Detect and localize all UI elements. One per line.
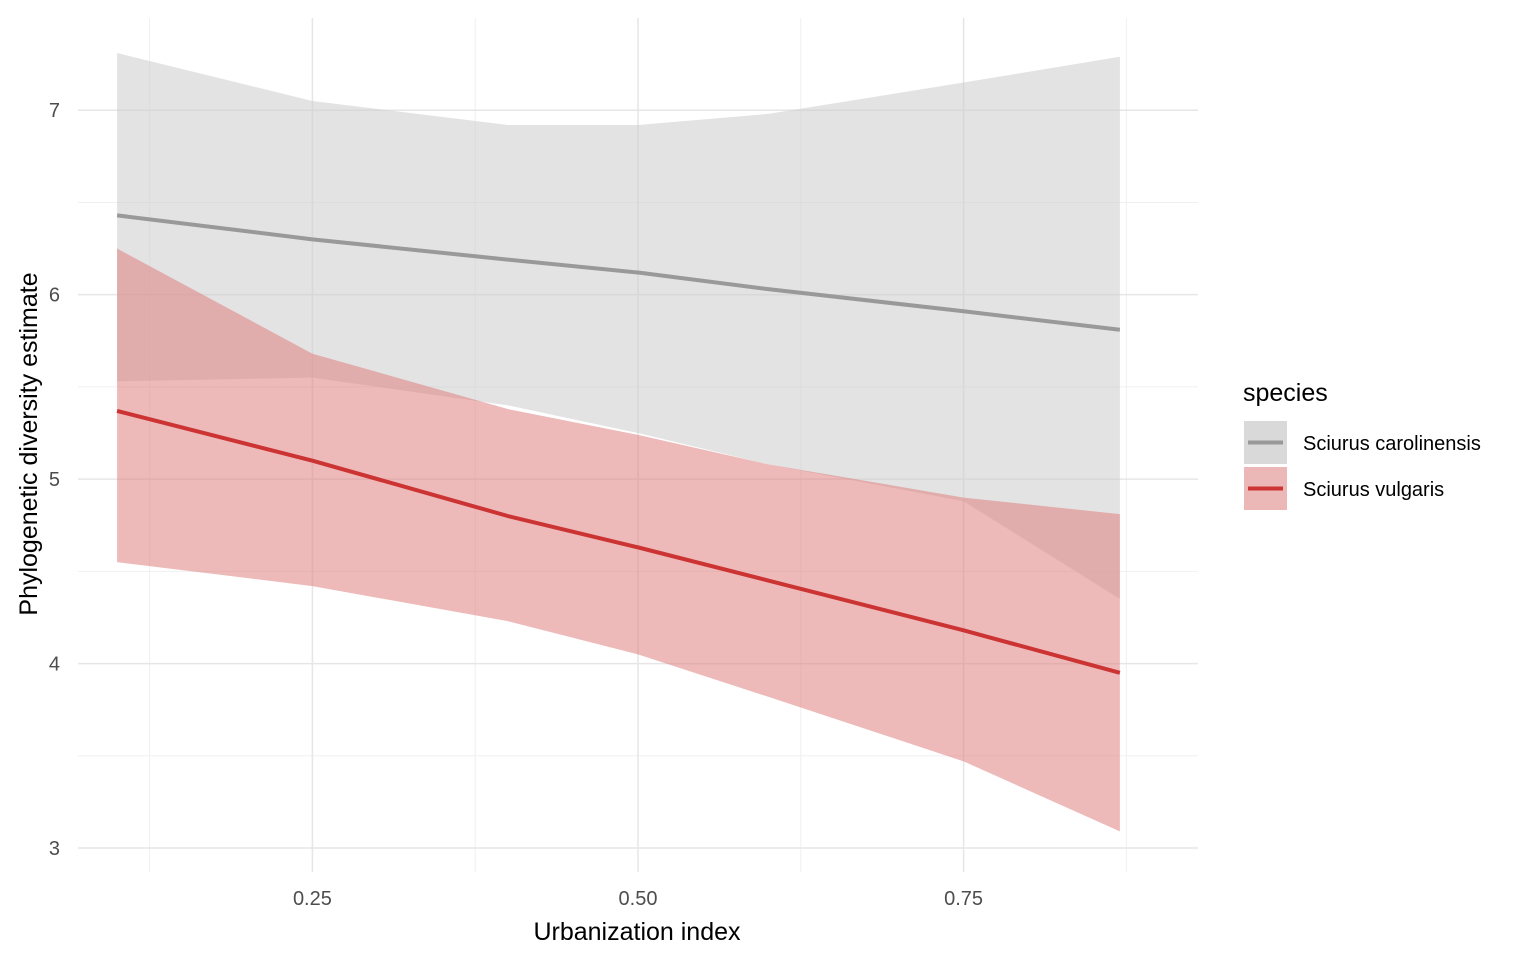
line-series-1 <box>116 408 1121 675</box>
y-tick-label: 4 <box>49 654 60 676</box>
y-tick-label: 3 <box>49 838 60 860</box>
x-axis-tick-labels: 0.25 0.50 0.75 <box>293 888 983 910</box>
y-tick-label: 5 <box>49 469 60 491</box>
y-axis-title: Phylogenetic diversity estimate <box>15 272 43 615</box>
legend: species Sciurus carolinensis Sciurus vul… <box>1243 379 1481 510</box>
x-tick-label: 0.75 <box>944 888 983 910</box>
line-series-0 <box>116 213 1121 332</box>
x-tick-label: 0.50 <box>619 888 658 910</box>
x-tick-label: 0.25 <box>293 888 332 910</box>
ribbon-series-0 <box>117 53 1120 600</box>
legend-label-carolinensis: Sciurus carolinensis <box>1303 433 1481 455</box>
y-tick-label: 6 <box>49 285 60 307</box>
legend-title: species <box>1243 379 1328 407</box>
series-lines <box>116 213 1121 675</box>
y-tick-label: 7 <box>49 100 60 122</box>
y-axis-tick-labels: 3 4 5 6 7 <box>49 100 60 860</box>
ribbon-series-1 <box>117 248 1120 832</box>
legend-label-vulgaris: Sciurus vulgaris <box>1303 479 1444 501</box>
confidence-ribbons <box>117 53 1120 832</box>
x-axis-title: Urbanization index <box>533 918 741 946</box>
